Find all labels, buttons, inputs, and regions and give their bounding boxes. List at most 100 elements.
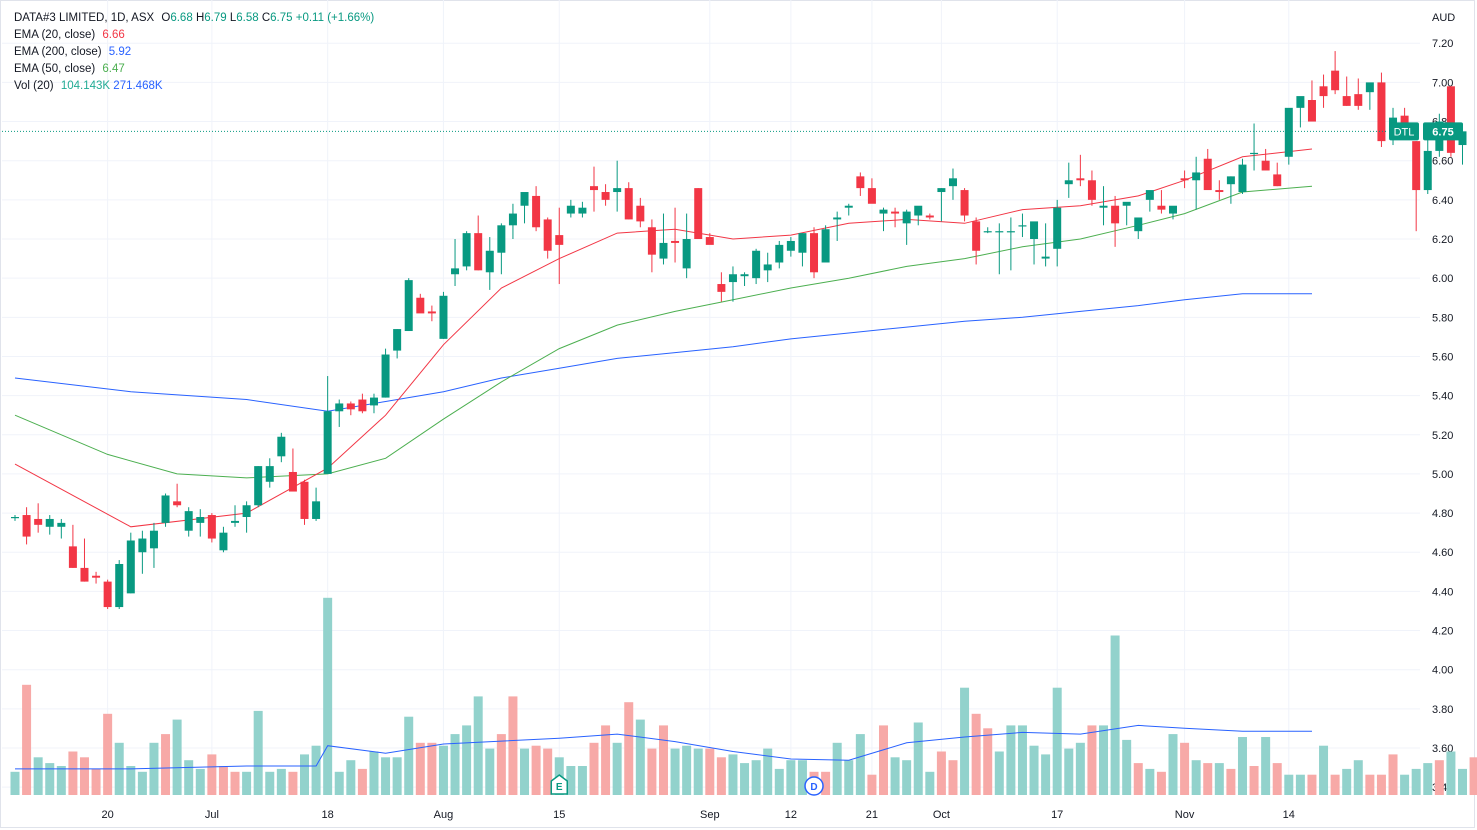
volume-bar (1133, 763, 1143, 795)
volume-bar (1330, 774, 1340, 795)
volume-bar (415, 742, 425, 795)
candle-body (1215, 190, 1224, 193)
volume-bar (879, 725, 888, 795)
candle-body (497, 225, 506, 253)
ema200-line (14, 293, 1312, 412)
y-tick-label: 6.00 (1432, 273, 1453, 285)
ema50-label: EMA (50, close) (14, 63, 96, 75)
candle-body (1284, 107, 1293, 157)
dividend-marker[interactable] (804, 776, 824, 796)
candle-body (346, 403, 355, 410)
currency-label: AUD (1432, 12, 1455, 24)
volume-bar (543, 748, 553, 795)
candle-body (1296, 96, 1305, 108)
volume-bar (22, 684, 32, 795)
candle-body (1412, 141, 1421, 191)
candle-body (68, 546, 77, 568)
y-tick-label: 5.00 (1432, 469, 1453, 481)
candle-body (960, 190, 969, 216)
volume-bar (797, 760, 807, 795)
x-tick-label: Oct (933, 809, 950, 821)
volume-bar (381, 757, 391, 795)
volume-bar (867, 774, 877, 795)
candle-body (520, 192, 529, 206)
y-tick-label: 5.40 (1432, 391, 1453, 403)
candle-body (624, 188, 633, 220)
candle-body (231, 520, 240, 523)
volume-bar (1006, 725, 1016, 795)
volume-bar (1388, 754, 1398, 795)
volume-bar (1237, 737, 1247, 795)
candle-body (566, 205, 575, 214)
candle-body (740, 274, 749, 277)
candle-body (705, 237, 714, 245)
x-tick-label: Nov (1175, 809, 1195, 821)
volume-bar (1458, 768, 1467, 795)
volume-bar (10, 771, 20, 795)
candle-body (972, 221, 981, 251)
volume-bar (716, 757, 726, 795)
volume-bar (253, 710, 263, 795)
candle-body (358, 399, 367, 412)
volume-bar (462, 725, 472, 795)
ema200-row[interactable]: EMA (200, close) 5.92 (14, 44, 374, 61)
candle-body (902, 211, 911, 224)
volume-bar (1168, 734, 1178, 795)
volume-bar (960, 687, 970, 795)
candle-body (103, 581, 112, 608)
volume-bar (218, 766, 228, 795)
symbol-label[interactable]: DATA#3 LIMITED, 1D, ASX (14, 12, 155, 24)
volume-bar (658, 725, 668, 795)
candle-body (1238, 164, 1247, 193)
x-tick-label: 18 (322, 809, 334, 821)
y-tick-label: 6.20 (1432, 234, 1453, 246)
candle-body (636, 205, 645, 222)
volume-bar (1434, 760, 1444, 795)
volume-bar (705, 748, 715, 795)
x-tick-label: Aug (434, 809, 454, 821)
volume-bar (357, 768, 367, 795)
candle-body (1064, 180, 1073, 185)
volume-bar (902, 760, 912, 795)
volume-bar (948, 760, 958, 795)
volume-bar (983, 728, 993, 795)
candle-body (659, 242, 668, 259)
volume-bar (126, 766, 136, 795)
candle-body (1053, 207, 1062, 249)
volume-row[interactable]: Vol (20) 104.143K 271.468K (14, 78, 374, 95)
candle-body (601, 192, 610, 200)
candle-body (995, 231, 1004, 233)
volume-bar (855, 734, 865, 795)
candle-body (844, 205, 853, 208)
volume-bar (427, 742, 437, 795)
x-tick-label: 17 (1051, 809, 1063, 821)
candle-body (404, 280, 413, 332)
candle-body (1307, 100, 1316, 122)
volume-bar (1064, 748, 1074, 795)
ema200-label: EMA (200, close) (14, 46, 102, 58)
ema20-row[interactable]: EMA (20, close) 6.66 (14, 27, 374, 44)
candle-body (1273, 174, 1282, 187)
ticker-tag (1389, 122, 1419, 141)
candle-body (196, 517, 205, 523)
candle-body (474, 233, 483, 271)
x-tick-label: 15 (553, 809, 565, 821)
volume-bar (1353, 760, 1363, 795)
candle-body (717, 284, 726, 292)
candle-body (914, 205, 923, 216)
volume-bar (1052, 687, 1062, 795)
candle-body (1018, 225, 1027, 227)
candle-body (1250, 152, 1259, 155)
volume-bar (1156, 771, 1166, 795)
volume-bar (913, 722, 923, 795)
volume-bar (1017, 725, 1027, 795)
candle-body (810, 233, 819, 273)
earnings-marker[interactable] (550, 774, 569, 795)
volume-bar (45, 763, 55, 795)
candle-body (1319, 86, 1328, 97)
volume-bar (242, 771, 252, 795)
candle-body (1226, 176, 1235, 185)
candle-body (578, 207, 587, 214)
ema50-row[interactable]: EMA (50, close) 6.47 (14, 61, 374, 78)
